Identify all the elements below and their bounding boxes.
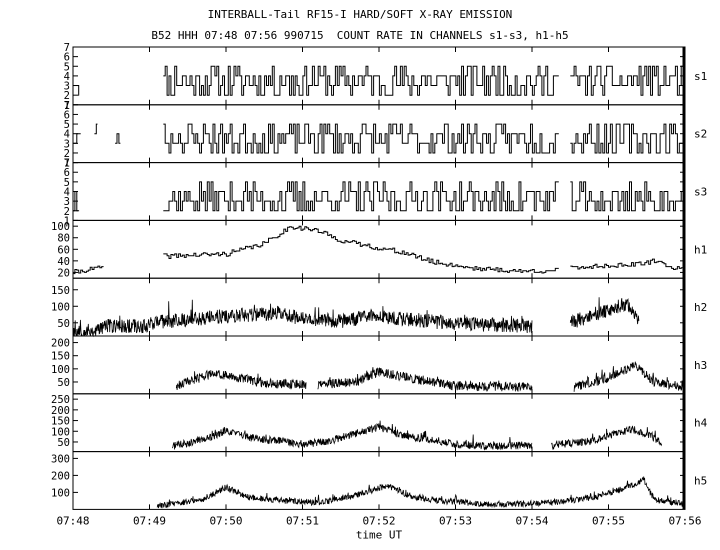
series-h2-segment-0: [72, 299, 533, 338]
y-tick-label-h5-0: 100: [51, 487, 70, 499]
series-h1-segment-2: [570, 258, 685, 273]
series-s1-segment-0: [73, 85, 80, 96]
y-tick-label-h4-3: 200: [51, 405, 70, 417]
x-tick-label-6: 07:54: [515, 514, 548, 527]
y-tick-label-h1-0: 20: [57, 267, 70, 279]
series-s2-segment-1: [94, 123, 98, 135]
chart-title: INTERBALL-Tail RF15-I HARD/SOFT X-RAY EM…: [207, 8, 513, 21]
y-tick-label-s3-4: 5: [64, 177, 70, 189]
y-tick-label-s2-3: 4: [64, 129, 70, 141]
series-h5-segment-0: [156, 476, 685, 509]
y-tick-label-s1-1: 2: [64, 90, 70, 102]
y-tick-label-s2-0: 1: [64, 158, 70, 170]
series-s1-segment-2: [570, 65, 685, 96]
y-tick-label-s3-6: 7: [64, 158, 70, 170]
y-tick-label-h3-1: 100: [51, 364, 70, 376]
series-h4-segment-0: [172, 420, 533, 451]
y-tick-label-h3-0: 50: [57, 377, 70, 389]
x-tick-label-3: 07:51: [286, 514, 319, 527]
y-tick-label-h1-4: 100: [51, 221, 70, 233]
y-tick-label-h1-3: 80: [57, 233, 70, 245]
y-tick-label-h2-2: 150: [51, 285, 70, 297]
chart-subtitle: B52 HHH 07:48 07:56 990715 COUNT RATE IN…: [151, 29, 569, 42]
series-s3-segment-0: [73, 191, 80, 212]
series-s2-segment-3: [163, 123, 559, 154]
y-tick-label-s1-3: 4: [64, 71, 70, 83]
channel-label-s3: s3: [694, 186, 707, 199]
series-s3-segment-1: [163, 181, 559, 212]
channel-label-h4: h4: [694, 417, 708, 430]
y-tick-label-s1-2: 3: [64, 81, 70, 93]
series-h1-segment-0: [73, 265, 104, 275]
y-tick-label-s3-0: 1: [64, 215, 70, 227]
y-tick-label-s2-2: 3: [64, 138, 70, 150]
series-h3-segment-2: [573, 361, 685, 392]
x-axis-label: time UT: [356, 528, 403, 541]
y-tick-label-h4-1: 100: [51, 426, 70, 438]
y-tick-label-s3-5: 6: [64, 167, 70, 179]
channel-label-h2: h2: [694, 301, 707, 314]
x-tick-label-0: 07:48: [56, 514, 89, 527]
series-h3-segment-1: [317, 367, 533, 392]
y-tick-label-h4-2: 150: [51, 416, 70, 428]
y-tick-label-s2-1: 2: [64, 148, 70, 160]
y-tick-label-h3-2: 150: [51, 351, 70, 363]
y-tick-label-h2-1: 100: [51, 301, 70, 313]
y-tick-label-s1-5: 6: [64, 52, 70, 64]
x-tick-label-8: 07:56: [668, 514, 701, 527]
y-tick-label-h1-1: 40: [57, 256, 70, 268]
panel-frame-h3: [72, 335, 686, 395]
series-s2-segment-0: [73, 133, 81, 144]
channel-label-h5: h5: [694, 475, 707, 488]
channel-label-s2: s2: [694, 128, 707, 141]
channel-label-h1: h1: [694, 243, 707, 256]
series-s1-segment-1: [163, 65, 559, 96]
y-tick-label-s1-0: 1: [64, 100, 70, 112]
y-tick-label-h3-3: 200: [51, 338, 70, 350]
panel-frame-h2: [72, 277, 686, 337]
x-tick-label-4: 07:52: [362, 514, 395, 527]
y-tick-label-s1-6: 7: [64, 42, 70, 54]
y-tick-label-h2-0: 50: [57, 318, 70, 330]
x-tick-label-7: 07:55: [592, 514, 625, 527]
y-tick-label-s1-4: 5: [64, 61, 70, 73]
y-tick-label-h1-2: 60: [57, 244, 70, 256]
y-tick-label-s2-6: 7: [64, 100, 70, 112]
series-h1-segment-1: [163, 225, 559, 274]
y-tick-label-s3-3: 4: [64, 187, 70, 199]
series-s2-segment-2: [115, 133, 121, 144]
channel-label-s1: s1: [694, 70, 707, 83]
y-tick-label-h4-4: 250: [51, 394, 70, 406]
y-tick-label-s2-4: 5: [64, 119, 70, 131]
y-tick-label-s2-5: 6: [64, 109, 70, 121]
series-s2-segment-4: [570, 123, 685, 154]
panel-frame-h4: [72, 393, 686, 453]
channel-label-h3: h3: [694, 359, 707, 372]
series-h3-segment-0: [175, 369, 307, 391]
y-tick-label-s3-2: 3: [64, 196, 70, 208]
y-tick-label-h5-2: 300: [51, 453, 70, 465]
series-s3-segment-2: [570, 181, 685, 212]
y-tick-label-h4-0: 50: [57, 437, 70, 449]
series-h2-segment-1: [569, 297, 640, 328]
panel-frame-h5: [72, 451, 686, 510]
x-tick-label-2: 07:50: [209, 514, 242, 527]
y-tick-label-h5-1: 200: [51, 470, 70, 482]
x-tick-label-1: 07:49: [133, 514, 166, 527]
series-h4-segment-1: [551, 425, 663, 451]
x-tick-label-5: 07:53: [439, 514, 472, 527]
y-tick-label-s3-1: 2: [64, 206, 70, 218]
